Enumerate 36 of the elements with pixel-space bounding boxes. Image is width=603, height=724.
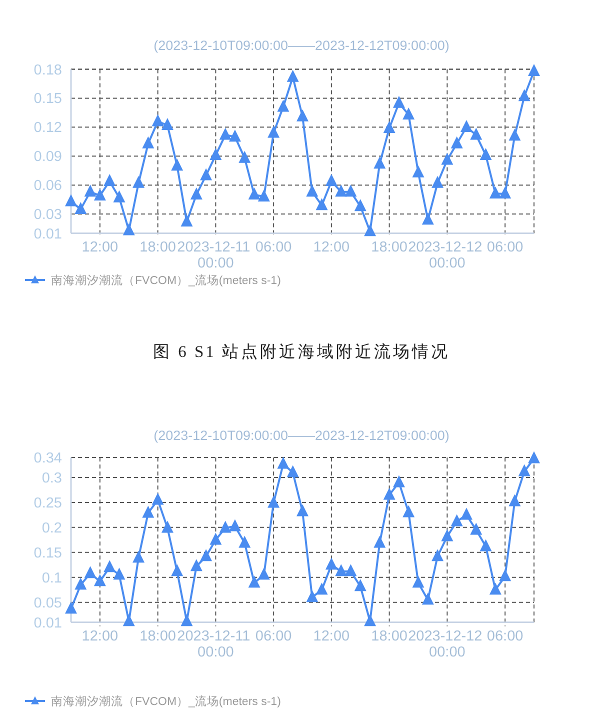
y-tick-label: 0.05	[34, 595, 62, 612]
y-tick-label: 0.3	[42, 470, 62, 486]
y-tick-label: 0.34	[34, 450, 62, 466]
x-tick-label: 18:00	[371, 239, 408, 256]
x-tick-label: 06:00	[486, 628, 524, 644]
legend-label: 南海潮汐潮流（FVCOM）_流场(meters s-1)	[51, 273, 282, 287]
chart-subtitle: (2023-12-10T09:00:00——2023-12-12T09:00:00)	[154, 38, 450, 53]
y-tick-label: 0.12	[34, 120, 62, 136]
y-tick-label: 0.01	[34, 615, 62, 632]
y-tick-label: 0.15	[34, 545, 62, 562]
y-tick-label: 0.03	[34, 207, 62, 224]
x-tick-label: 12:00	[82, 239, 118, 256]
x-tick-label: 18:00	[371, 628, 408, 644]
legend-label: 南海潮汐潮流（FVCOM）_流场(meters s-1)	[51, 694, 282, 708]
y-tick-label: 0.15	[34, 91, 62, 108]
x-tick-label: 2023-12-11 00:00	[177, 628, 254, 660]
x-tick-label: 18:00	[140, 239, 176, 256]
x-tick-label: 2023-12-11 00:00	[177, 239, 254, 272]
y-tick-label: 0.06	[34, 178, 62, 194]
x-tick-label: 06:00	[486, 239, 524, 256]
y-tick-label: 0.1	[42, 570, 62, 586]
x-tick-label: 12:00	[313, 239, 350, 256]
y-tick-label: 0.25	[34, 495, 62, 512]
x-tick-label: 12:00	[82, 628, 118, 644]
x-tick-label: 06:00	[255, 628, 292, 644]
x-tick-label: 2023-12-12 00:00	[408, 628, 486, 660]
x-tick-label: 18:00	[140, 628, 176, 644]
x-tick-label: 06:00	[255, 239, 292, 256]
y-tick-label: 0.18	[34, 62, 62, 78]
x-tick-label: 12:00	[313, 628, 350, 644]
x-tick-label: 2023-12-12 00:00	[408, 239, 486, 272]
y-tick-label: 0.09	[34, 149, 62, 166]
caption: 图 6 S1 站点附近海域附近流场情况	[152, 342, 450, 361]
y-tick-label: 0.2	[42, 520, 62, 536]
y-tick-label: 0.01	[34, 226, 62, 242]
chart-subtitle: (2023-12-10T09:00:00——2023-12-12T09:00:00)	[154, 428, 450, 443]
